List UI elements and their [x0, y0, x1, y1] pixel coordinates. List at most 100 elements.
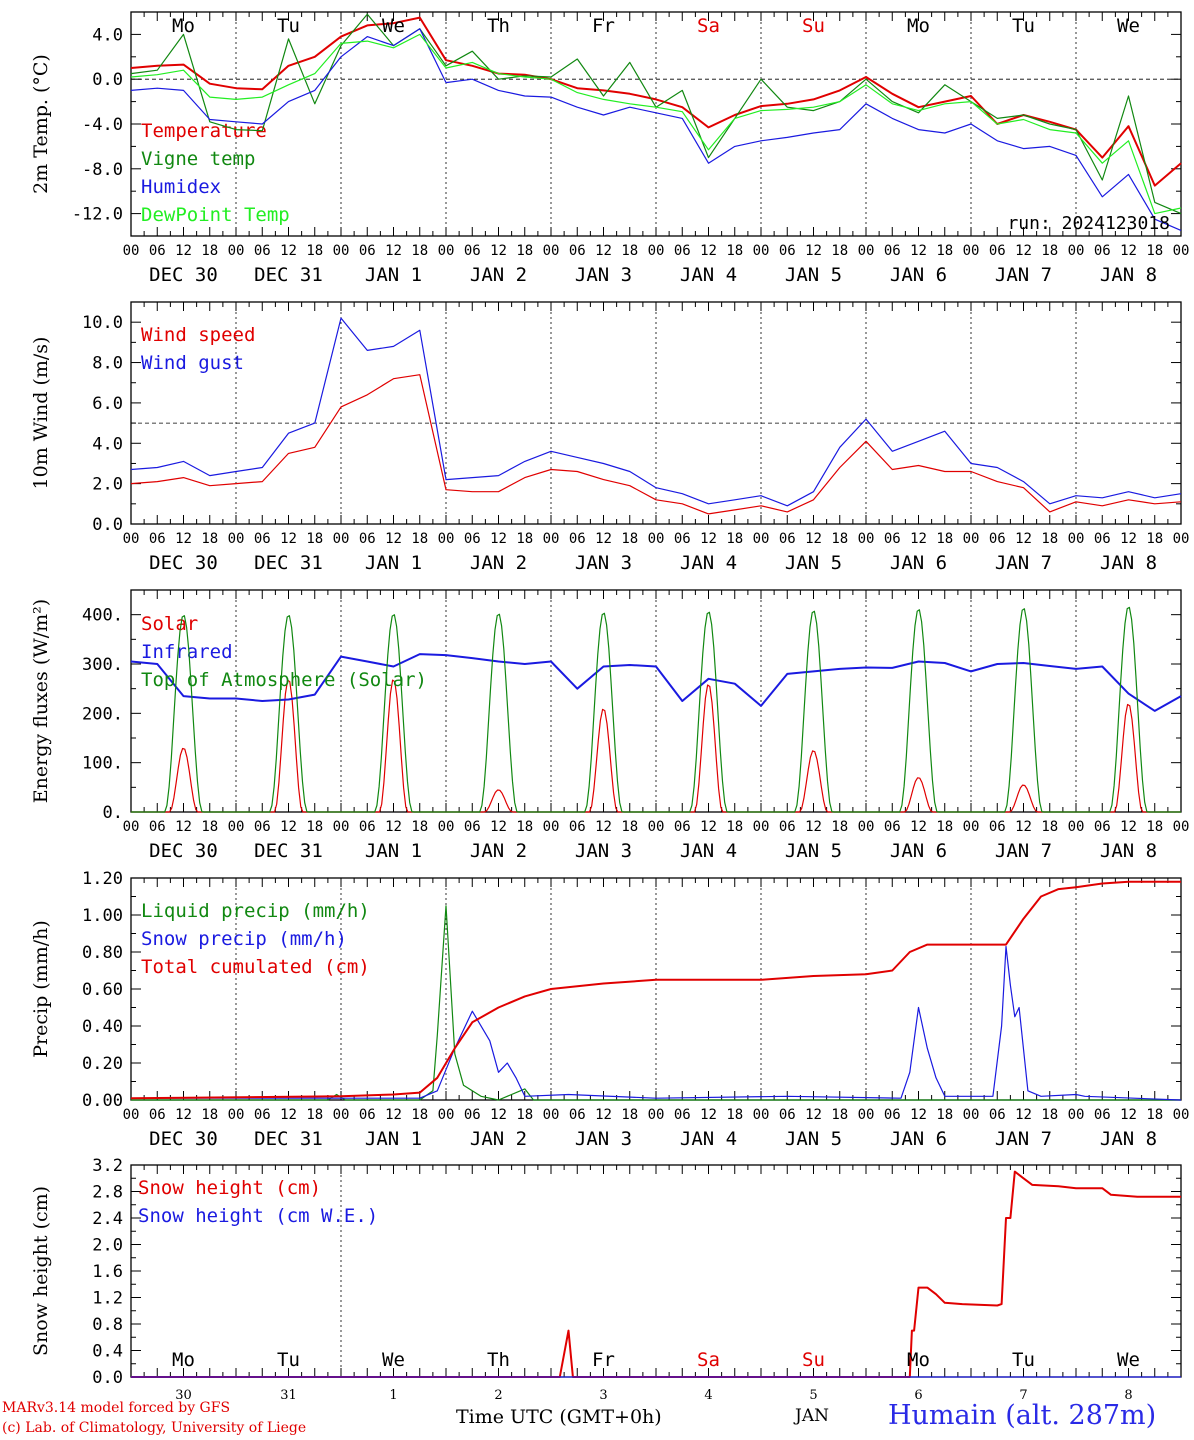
panel-3: 0. 100. 200. 300. 400. Energy fluxes (W/m²) So… [30, 589, 1190, 862]
day-label: DEC 30 [149, 840, 218, 862]
hour-tick-label: 00 [963, 243, 980, 259]
hour-tick-label: 18 [411, 819, 428, 835]
hour-tick-label: 18 [936, 531, 953, 547]
legend-entry: Snow precip (mm/h) [141, 928, 347, 950]
hour-tick-label: 18 [516, 531, 533, 547]
legend-entry: Solar [141, 613, 198, 635]
hour-tick-label: 18 [621, 819, 638, 835]
day-number: 4 [704, 1388, 712, 1403]
hour-tick-label: 18 [831, 243, 848, 259]
y-axis-label: 2m Temp. (°C) [30, 54, 52, 194]
hour-tick-label: 12 [1120, 1107, 1137, 1123]
hour-tick-label: 00 [123, 819, 140, 835]
hour-tick-label: 06 [1094, 819, 1111, 835]
series-line-wind-speed [130, 374, 1182, 515]
y-tick-label: 2.4 [92, 1209, 123, 1229]
y-tick-label: 2.8 [92, 1183, 123, 1203]
hour-tick-label: 00 [1068, 1107, 1085, 1123]
hour-tick-label: 06 [989, 243, 1006, 259]
day-number: 8 [1124, 1388, 1132, 1403]
y-tick-label: -12.0 [72, 205, 123, 225]
weekday-label: We [1117, 1349, 1140, 1371]
day-label: JAN 5 [785, 264, 842, 286]
hour-tick-label: 00 [963, 531, 980, 547]
weekday-label: Su [802, 1349, 825, 1371]
hour-tick-label: 06 [359, 819, 376, 835]
hour-tick-label: 12 [280, 243, 297, 259]
hour-tick-label: 12 [385, 243, 402, 259]
day-label: JAN 7 [995, 552, 1052, 574]
series-line-humidex [130, 28, 1182, 231]
series-line-snow-height-cm [131, 1170, 1181, 1378]
hour-tick-label: 12 [280, 1107, 297, 1123]
weekday-label: Fr [592, 15, 615, 37]
hour-tick-label: 18 [306, 1107, 323, 1123]
legend-entry: Temperature [141, 120, 267, 142]
day-label: DEC 31 [254, 552, 323, 574]
hour-tick-label: 18 [411, 243, 428, 259]
legend-entry: Snow height (cm W.E.) [138, 1205, 378, 1227]
day-number: 5 [809, 1388, 817, 1403]
legend-entry: Wind speed [141, 324, 255, 346]
day-label: JAN 1 [365, 264, 422, 286]
day-number: 7 [1019, 1388, 1027, 1403]
hour-tick-label: 18 [516, 1107, 533, 1123]
hour-tick-label: 12 [700, 531, 717, 547]
day-label: DEC 30 [149, 1128, 218, 1150]
hour-tick-label: 00 [858, 1107, 875, 1123]
y-tick-label: 0.4 [92, 1342, 123, 1362]
day-label: JAN 3 [575, 840, 632, 862]
y-axis-label: Snow height (cm) [30, 1186, 52, 1356]
hour-tick-label: 06 [149, 531, 166, 547]
hour-tick-label: 18 [201, 243, 218, 259]
hour-tick-label: 06 [149, 819, 166, 835]
series-line-temperature [130, 16, 1182, 187]
hour-tick-label: 12 [280, 819, 297, 835]
hour-tick-label: 06 [359, 243, 376, 259]
legend-entry: Infrared [141, 641, 233, 663]
day-label: JAN 7 [995, 1128, 1052, 1150]
day-label: DEC 31 [254, 840, 323, 862]
hour-tick-label: 06 [149, 243, 166, 259]
day-label: JAN 8 [1100, 1128, 1157, 1150]
day-label: JAN 2 [470, 552, 527, 574]
hour-tick-label: 18 [201, 531, 218, 547]
hour-tick-label: 00 [228, 531, 245, 547]
day-label: JAN 3 [575, 1128, 632, 1150]
hour-tick-label: 12 [385, 531, 402, 547]
y-tick-label: 0.00 [82, 1091, 123, 1111]
hour-tick-label: 00 [648, 1107, 665, 1123]
hour-tick-label: 00 [1173, 819, 1190, 835]
hour-tick-label: 18 [1041, 531, 1058, 547]
legend-entry: Wind gust [141, 352, 244, 374]
month-label: JAN [795, 1406, 829, 1426]
hour-tick-label: 06 [884, 1107, 901, 1123]
hour-tick-label: 12 [175, 531, 192, 547]
y-tick-label: 2.0 [92, 475, 123, 495]
time-axis-label: Time UTC (GMT+0h) [456, 1406, 662, 1428]
day-label: JAN 7 [995, 840, 1052, 862]
hour-tick-label: 12 [700, 243, 717, 259]
hour-tick-label: 00 [123, 1107, 140, 1123]
hour-tick-label: 12 [1120, 531, 1137, 547]
y-tick-label: -4.0 [82, 115, 123, 135]
hour-tick-label: 18 [411, 531, 428, 547]
hour-tick-label: 12 [910, 819, 927, 835]
day-label: JAN 5 [785, 1128, 842, 1150]
hour-tick-label: 12 [490, 1107, 507, 1123]
hour-tick-label: 12 [490, 243, 507, 259]
weekday-label: Sa [697, 15, 720, 37]
day-label: JAN 2 [470, 1128, 527, 1150]
hour-tick-label: 06 [674, 1107, 691, 1123]
series-line-dewpoint-temp [130, 33, 1182, 215]
hour-tick-label: 18 [306, 243, 323, 259]
y-tick-label: 10.0 [82, 313, 123, 333]
hour-tick-label: 18 [306, 819, 323, 835]
hour-tick-label: 00 [753, 243, 770, 259]
hour-tick-label: 06 [884, 531, 901, 547]
hour-tick-label: 06 [674, 531, 691, 547]
hour-tick-label: 12 [1120, 243, 1137, 259]
weekday-label: Sa [697, 1349, 720, 1371]
hour-tick-label: 06 [569, 243, 586, 259]
